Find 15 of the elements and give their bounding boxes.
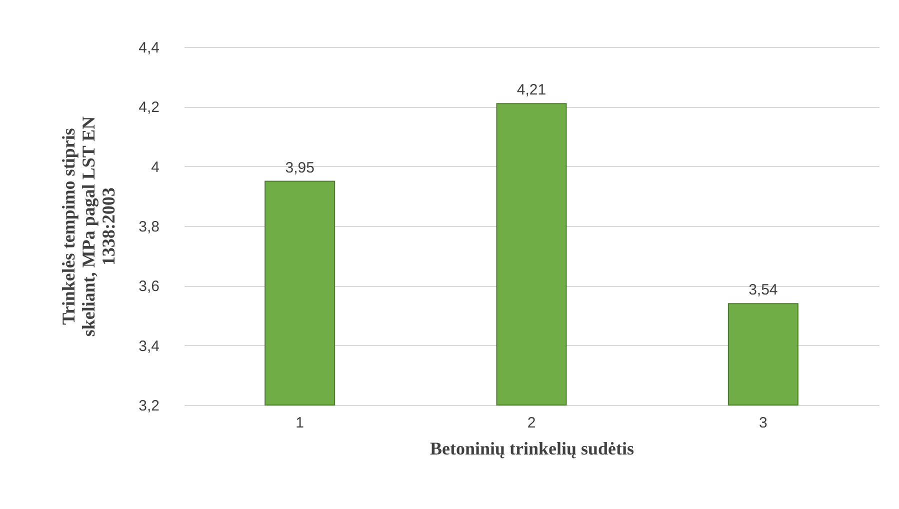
- x-tick-label: 1: [296, 414, 304, 432]
- y-tick-label: 4,4: [138, 40, 160, 56]
- x-axis-title: Betoninių trinkelių sudėtis: [430, 438, 634, 458]
- y-tick-label: 3,8: [138, 218, 160, 236]
- x-tick-label: 2: [527, 414, 536, 432]
- x-tick-label: 3: [758, 414, 768, 432]
- data-label: 3,54: [748, 282, 778, 299]
- y-tick-label: 4,2: [138, 99, 160, 116]
- data-label: 3,95: [285, 159, 314, 176]
- y-tick-label: 4: [151, 158, 160, 176]
- y-tick-label: 3,6: [138, 278, 160, 296]
- y-tick-label: 3,2: [138, 398, 160, 414]
- y-axis-title: Trinkelės tempimo stipris skeliant, MPa pagal LST EN 1338:2003: [58, 116, 119, 337]
- data-label: 4,21: [516, 82, 546, 99]
- y-tick-label: 3,4: [138, 338, 160, 355]
